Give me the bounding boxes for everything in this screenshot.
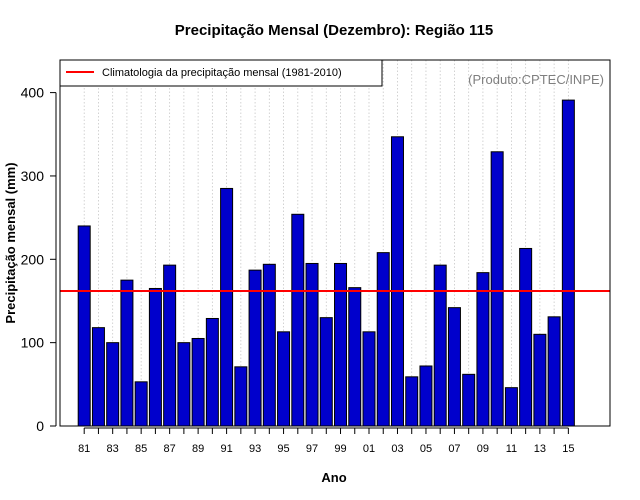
x-tick-label: 15: [562, 443, 574, 455]
bar: [120, 279, 134, 427]
bar: [476, 272, 490, 427]
legend: Climatologia da precipitação mensal (198…: [59, 59, 383, 87]
legend-label: Climatologia da precipitação mensal (198…: [102, 67, 342, 79]
bar: [447, 307, 461, 427]
x-tick-label: 01: [363, 443, 375, 455]
x-tick-label: 09: [477, 443, 489, 455]
bar: [462, 373, 476, 427]
x-tick-label: 93: [249, 443, 261, 455]
bar: [220, 187, 234, 427]
x-tick-label: 83: [107, 443, 119, 455]
bar: [234, 366, 248, 427]
y-tick-label: 100: [21, 335, 45, 351]
bar: [262, 263, 276, 427]
y-axis-label: Precipitação mensal (mm): [3, 162, 18, 323]
bar: [148, 287, 162, 427]
bar: [348, 287, 362, 427]
x-tick-label: 11: [506, 443, 517, 455]
x-tick-label: 91: [220, 443, 232, 455]
bar: [163, 264, 177, 427]
bar: [77, 225, 91, 427]
bar: [177, 342, 191, 427]
credit-text: (Produto:CPTEC/INPE): [468, 72, 604, 87]
x-tick-label: 05: [420, 443, 432, 455]
bar: [561, 99, 575, 427]
x-axis-label: Ano: [321, 470, 346, 485]
bar: [519, 247, 533, 427]
bar: [405, 376, 419, 427]
x-tick-label: 85: [135, 443, 147, 455]
bar: [205, 317, 219, 427]
y-tick-label: 300: [21, 168, 45, 184]
bar: [433, 264, 447, 427]
bar: [504, 387, 518, 427]
bar: [319, 317, 333, 427]
x-tick-label: 89: [192, 443, 204, 455]
y-tick-label: 200: [21, 251, 45, 267]
bar: [277, 331, 291, 427]
bar: [362, 331, 376, 427]
x-tick-label: 81: [78, 443, 90, 455]
bar: [134, 381, 148, 427]
bar-series: [77, 99, 575, 427]
bar: [547, 316, 561, 427]
bar: [91, 327, 105, 427]
bar: [291, 213, 305, 427]
x-tick-label: 97: [306, 443, 318, 455]
bar: [490, 151, 504, 427]
bar: [334, 262, 348, 427]
bar: [305, 262, 319, 427]
bar: [376, 252, 390, 427]
y-tick-label: 400: [21, 85, 45, 101]
x-tick-label: 13: [534, 443, 546, 455]
x-tick-label: 03: [391, 443, 403, 455]
bar: [533, 333, 547, 427]
bar: [191, 337, 205, 427]
bar: [390, 136, 404, 427]
x-tick-label: 87: [164, 443, 176, 455]
x-tick-label: 95: [277, 443, 289, 455]
x-axis: 81 83 85 87 89 91 93 95 97 99 01 03 05 07 09 11 13 15: [78, 427, 574, 455]
bar: [419, 365, 433, 427]
y-tick-label: 0: [36, 418, 44, 434]
bar: [106, 342, 120, 427]
x-tick-label: 07: [448, 443, 460, 455]
bar: [248, 269, 262, 427]
legend-box: [59, 59, 383, 87]
y-axis: 0 100 200 300 400: [21, 85, 57, 434]
chart-title: Precipitação Mensal (Dezembro): Região 1…: [175, 22, 493, 39]
x-tick-label: 99: [334, 443, 346, 455]
